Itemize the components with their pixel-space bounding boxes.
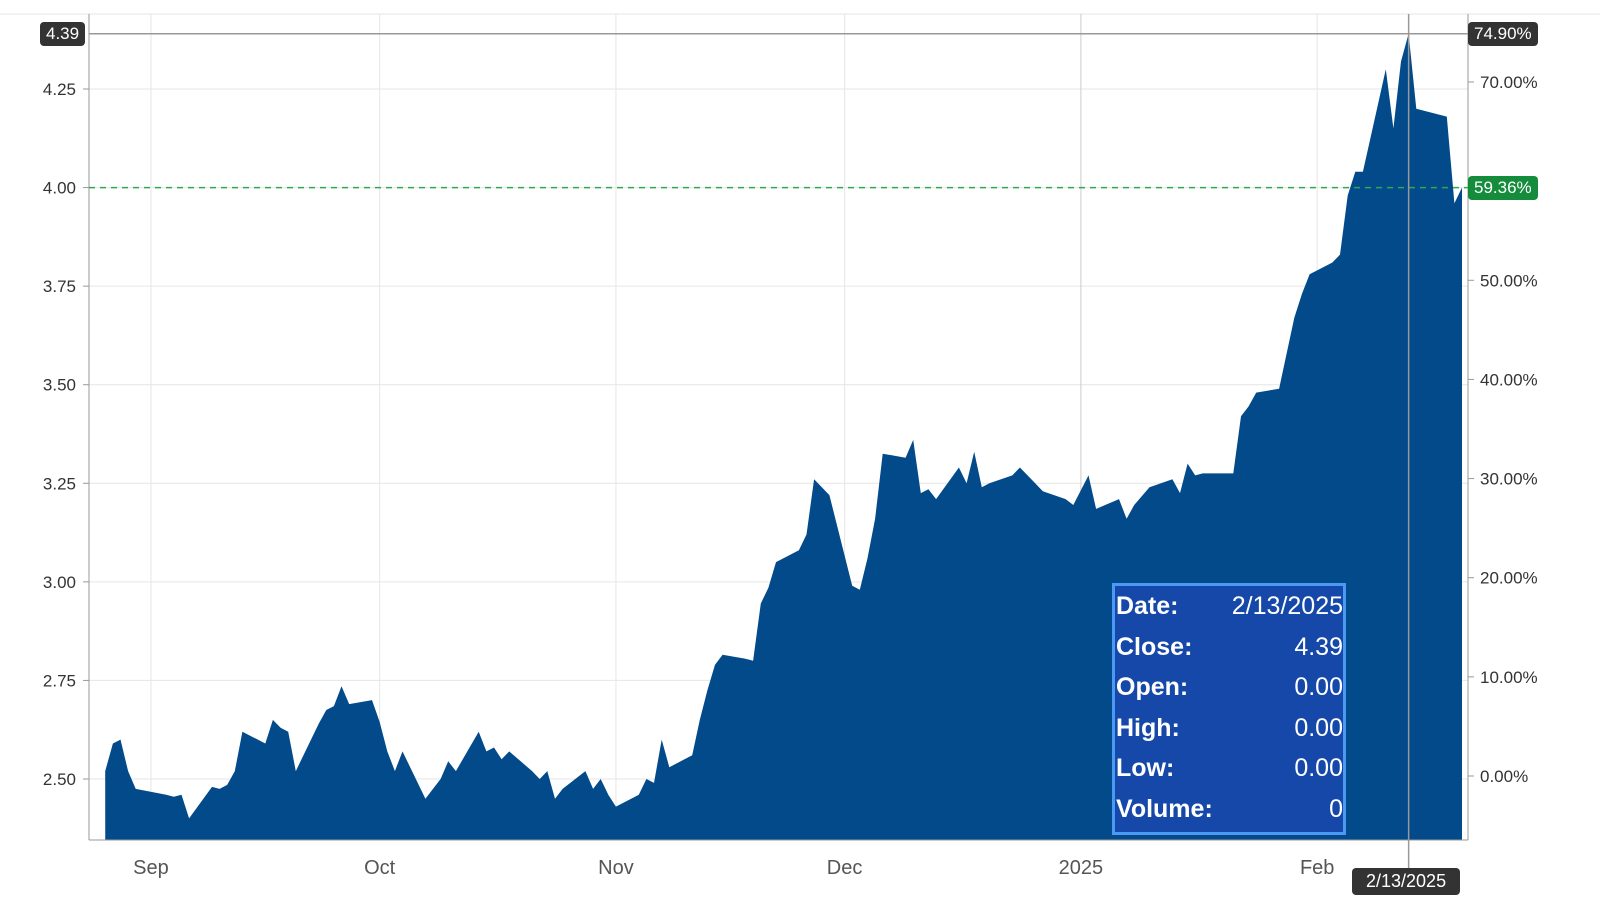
- tooltip-value: 0.00: [1294, 673, 1343, 701]
- tooltip-row-volume: Volume: 0: [1115, 789, 1343, 830]
- y-tick-label: 4.25: [43, 80, 76, 99]
- y2-tick-label: 40.00%: [1480, 370, 1538, 389]
- x-tick-label: 2025: [1059, 857, 1104, 879]
- tooltip-row-date: Date: 2/13/2025: [1115, 586, 1343, 627]
- tooltip-label: Open:: [1116, 673, 1189, 701]
- tooltip-row-high: High: 0.00: [1115, 708, 1343, 749]
- y-tick-label: 3.50: [43, 376, 76, 395]
- tooltip-label: Close:: [1116, 632, 1193, 661]
- y-tick-label: 4.00: [43, 179, 76, 198]
- tooltip-row-open: Open: 0.00: [1115, 667, 1343, 708]
- y-tick-label: 3.25: [43, 474, 76, 493]
- tooltip-row-low: Low: 0.00: [1115, 748, 1343, 789]
- y2-tick-label: 0.00%: [1480, 767, 1528, 786]
- y2-tick-label: 20.00%: [1480, 569, 1538, 588]
- y2-tick-label: 30.00%: [1480, 470, 1538, 489]
- tooltip-value: 4.39: [1294, 632, 1343, 661]
- x-tick-label: Dec: [827, 857, 863, 879]
- tooltip: Date: 2/13/2025 Close: 4.39 Open: 0.00 High…: [1112, 583, 1346, 835]
- y-tick-label: 2.50: [43, 770, 76, 789]
- y2-tick-label: 70.00%: [1480, 73, 1538, 92]
- crosshair-y-label: 4.39: [40, 21, 86, 46]
- x-tick-label: Feb: [1300, 857, 1334, 879]
- crosshair: [89, 14, 1468, 890]
- y-tick-label: 2.75: [43, 671, 76, 690]
- tooltip-row-close: Close: 4.39: [1115, 627, 1343, 668]
- y-tick-label: 3.75: [43, 277, 76, 296]
- tooltip-label: Low:: [1116, 754, 1175, 782]
- y-tick-label: 3.00: [43, 573, 76, 592]
- y2-tick-label: 50.00%: [1480, 271, 1538, 290]
- tooltip-value: 0.00: [1294, 713, 1343, 742]
- tooltip-label: High:: [1116, 713, 1180, 742]
- tooltip-value: 2/13/2025: [1231, 592, 1343, 620]
- reference-line-label: 59.36%: [1468, 175, 1538, 200]
- axes: [88, 14, 1469, 841]
- tooltip-value: 0.00: [1294, 754, 1343, 782]
- crosshair-x-label: 2/13/2025: [1352, 868, 1461, 895]
- y2-tick-label: 10.00%: [1480, 668, 1538, 687]
- tick-labels: 2.50 2.75 3.00 3.25 3.50 3.75 4.00 4.25 0.00% 10.…: [43, 73, 1538, 879]
- x-tick-label: Sep: [133, 857, 169, 879]
- tooltip-value: 0: [1329, 794, 1343, 823]
- tooltip-label: Volume:: [1116, 794, 1213, 823]
- crosshair-y2-label: 74.90%: [1468, 21, 1538, 46]
- x-tick-label: Nov: [598, 857, 634, 879]
- x-tick-label: Oct: [364, 857, 396, 879]
- tooltip-label: Date:: [1116, 592, 1179, 620]
